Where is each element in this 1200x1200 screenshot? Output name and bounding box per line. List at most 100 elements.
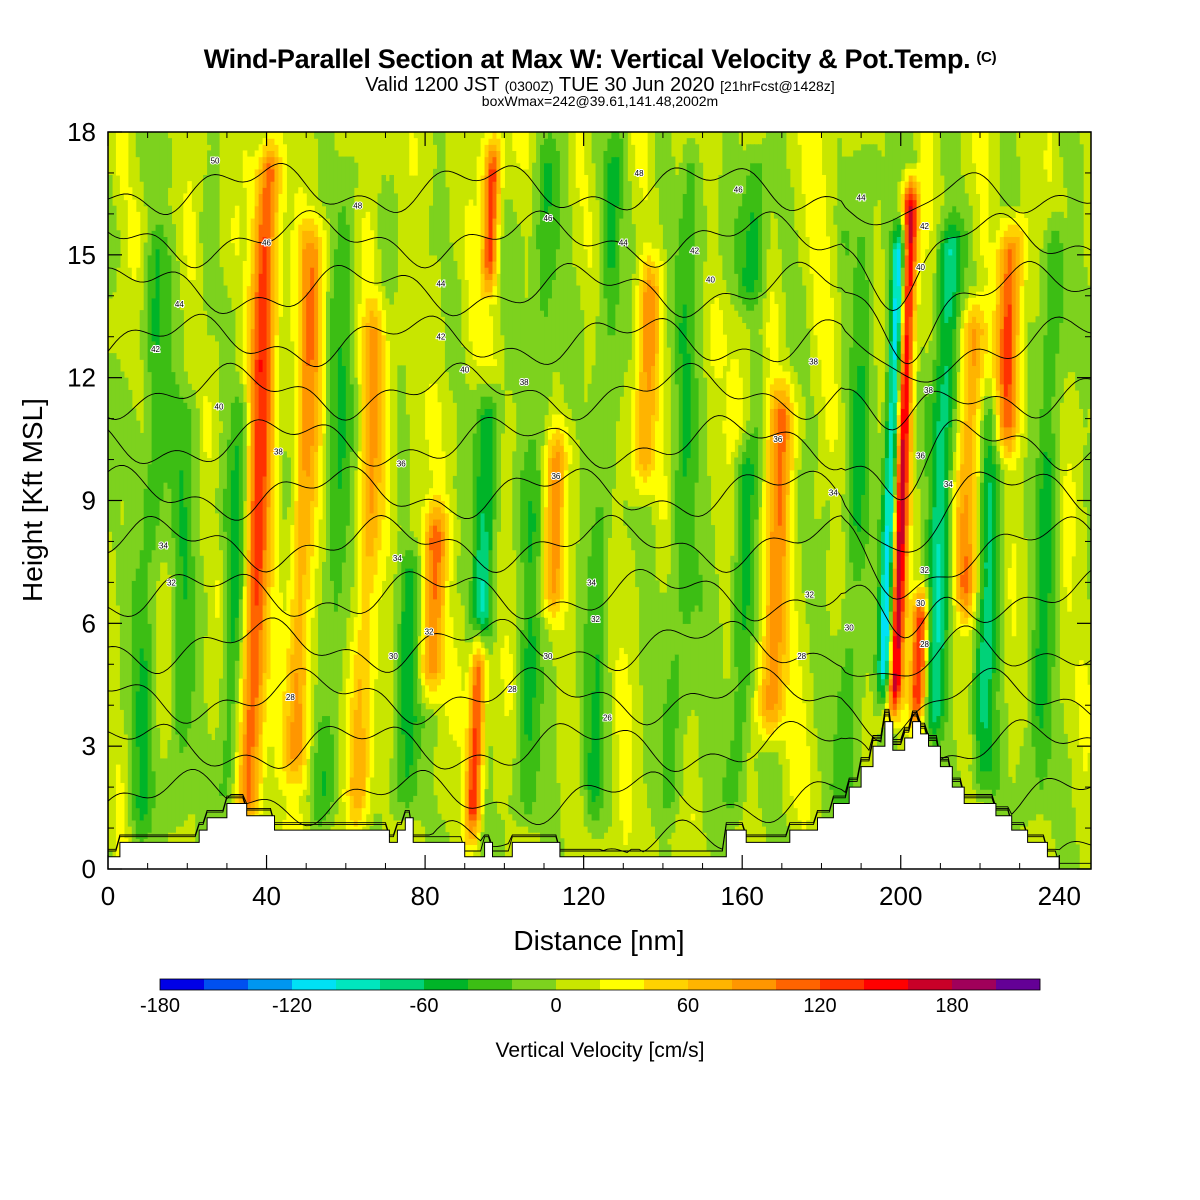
- velocity-cell: [266, 506, 272, 588]
- velocity-cell: [750, 463, 755, 495]
- velocity-cell: [242, 586, 248, 637]
- theta-label: 30: [544, 652, 553, 661]
- velocity-cell: [528, 740, 533, 815]
- velocity-cell: [207, 402, 212, 459]
- velocity-cell: [1047, 242, 1052, 459]
- velocity-cell: [666, 807, 672, 839]
- velocity-cell: [908, 187, 914, 195]
- velocity-cell: [773, 721, 779, 729]
- velocity-cell: [991, 414, 997, 446]
- velocity-cell: [1043, 451, 1048, 704]
- velocity-cell: [900, 193, 906, 213]
- velocity-cell: [199, 555, 204, 869]
- velocity-cell: [900, 580, 906, 612]
- velocity-cell: [611, 334, 616, 489]
- velocity-cell: [167, 488, 173, 575]
- theta-label: 40: [706, 275, 715, 284]
- velocity-cell: [972, 592, 977, 612]
- velocity-cell: [464, 770, 470, 827]
- velocity-cell: [436, 518, 442, 532]
- velocity-cell: [690, 162, 696, 612]
- velocity-cell: [615, 132, 620, 158]
- velocity-cell: [476, 156, 482, 366]
- velocity-cell: [686, 623, 692, 717]
- velocity-cell: [920, 586, 926, 594]
- velocity-cell: [1007, 568, 1013, 600]
- velocity-cell: [421, 672, 426, 686]
- velocity-cell: [488, 635, 494, 655]
- velocity-cell: [785, 168, 791, 348]
- velocity-cell: [781, 555, 787, 655]
- velocity-cell: [920, 666, 926, 698]
- velocity-cell: [892, 568, 898, 588]
- velocity-cell: [282, 451, 287, 520]
- velocity-cell: [290, 230, 295, 342]
- theta-contour-line: [108, 514, 1091, 600]
- velocity-cell: [337, 592, 343, 692]
- colorbar-swatch: [644, 979, 689, 990]
- velocity-cell: [246, 629, 252, 710]
- theta-contour-line: [108, 163, 1091, 226]
- velocity-cell: [777, 389, 783, 403]
- velocity-cell: [218, 432, 224, 551]
- theta-label: 26: [603, 714, 612, 723]
- velocity-cell: [964, 604, 969, 618]
- velocity-cell: [480, 396, 486, 416]
- velocity-cell: [405, 776, 410, 809]
- velocity-cell: [131, 580, 137, 821]
- velocity-cell: [651, 273, 656, 287]
- velocity-cell: [991, 377, 997, 397]
- velocity-cell: [765, 721, 771, 735]
- velocity-cell: [436, 132, 442, 262]
- theta-contour-line: [108, 710, 1091, 772]
- velocity-cell: [872, 144, 878, 207]
- velocity-cell: [1023, 457, 1029, 538]
- velocity-cell: [290, 721, 295, 760]
- velocity-cell: [698, 574, 704, 612]
- velocity-cell: [785, 494, 791, 686]
- velocity-cell: [635, 389, 640, 471]
- velocity-cell: [484, 236, 490, 268]
- velocity-cell: [369, 328, 375, 514]
- velocity-cell: [226, 776, 232, 815]
- velocity-cell: [980, 420, 985, 483]
- velocity-cell: [242, 260, 248, 385]
- velocity-cell: [738, 144, 743, 207]
- velocity-cell: [587, 383, 593, 557]
- velocity-cell: [833, 205, 838, 225]
- velocity-cell: [294, 758, 299, 772]
- velocity-cell: [544, 162, 549, 213]
- velocity-cell: [841, 598, 846, 667]
- velocity-cell: [876, 672, 882, 692]
- colorbar-tick-label: -60: [410, 995, 439, 1017]
- velocity-cell: [678, 611, 684, 796]
- colorbar-swatch: [820, 979, 865, 990]
- velocity-cell: [734, 561, 739, 667]
- velocity-cell: [532, 439, 537, 514]
- velocity-cell: [785, 439, 791, 495]
- velocity-cell: [964, 494, 969, 557]
- velocity-cell: [884, 371, 890, 422]
- velocity-cell: [857, 531, 862, 581]
- velocity-cell: [516, 132, 521, 164]
- velocity-cell: [916, 604, 922, 618]
- velocity-cell: [924, 396, 930, 477]
- velocity-cell: [242, 402, 248, 502]
- velocity-cell: [230, 703, 236, 784]
- velocity-cell: [964, 230, 969, 268]
- velocity-cell: [258, 156, 264, 170]
- velocity-cell: [876, 150, 882, 201]
- velocity-cell: [607, 334, 612, 538]
- velocity-cell: [777, 764, 783, 869]
- velocity-cell: [742, 463, 747, 631]
- velocity-cell: [674, 383, 680, 471]
- velocity-cell: [900, 132, 906, 170]
- velocity-cell: [476, 617, 482, 624]
- velocity-cell: [373, 316, 379, 330]
- velocity-cell: [884, 132, 890, 373]
- velocity-cell: [1067, 758, 1072, 869]
- velocity-cell: [900, 543, 906, 581]
- velocity-cell: [738, 377, 743, 428]
- velocity-cell: [738, 463, 743, 772]
- velocity-cell: [991, 310, 997, 379]
